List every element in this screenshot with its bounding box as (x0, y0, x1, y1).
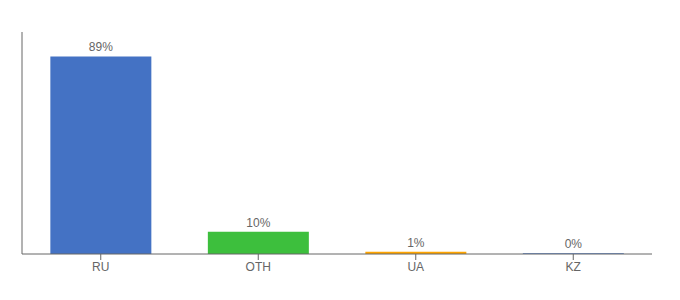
svg-text:10%: 10% (246, 216, 270, 230)
svg-text:KZ: KZ (566, 260, 581, 274)
svg-text:0%: 0% (565, 237, 583, 251)
svg-text:89%: 89% (89, 40, 113, 54)
svg-text:UA: UA (407, 260, 424, 274)
svg-text:OTH: OTH (246, 260, 271, 274)
svg-text:1%: 1% (407, 236, 425, 250)
svg-text:RU: RU (92, 260, 109, 274)
